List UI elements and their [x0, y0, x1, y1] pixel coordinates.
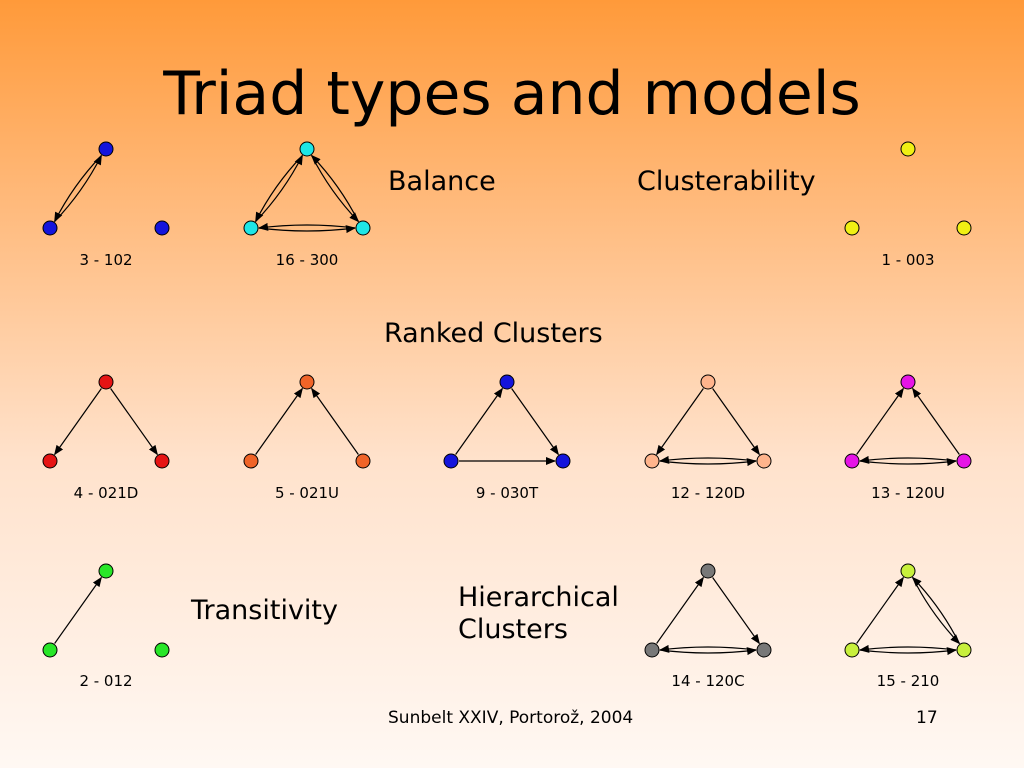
- triad-t210-node-0: [900, 563, 916, 579]
- triad-t300-arc-0-1: [255, 155, 303, 223]
- triad-t021U-node-0: [299, 374, 315, 390]
- hierarchical-clusters-line2: Clusters: [458, 614, 568, 646]
- triad-t012-node-1: [42, 642, 58, 658]
- triad-t021D-node-0: [98, 374, 114, 390]
- triad-t300-arc-1-0: [255, 154, 303, 222]
- triad-t021D-node-2: [154, 453, 170, 469]
- transitivity-label: Transitivity: [191, 595, 338, 626]
- triad-label-021U: 5 - 021U: [274, 484, 340, 502]
- triad-t210-arc-2-0: [911, 576, 960, 644]
- triad-t210-node-1: [844, 642, 860, 658]
- triad-t012-arc-1-0: [54, 576, 102, 644]
- triad-t300: [243, 141, 371, 236]
- triad-t120C-node-1: [644, 642, 660, 658]
- hierarchical-clusters-label: Hierarchical Clusters: [458, 582, 619, 647]
- triad-t120C-node-2: [756, 642, 772, 658]
- triad-t210-arc-2-1: [859, 644, 957, 653]
- triad-t210-node-2: [956, 642, 972, 658]
- triad-t030T-arc-0-2: [511, 388, 559, 456]
- triad-t021U-arc-2-0: [311, 387, 359, 455]
- triad-t300-node-0: [299, 141, 315, 157]
- triad-t120D-node-1: [644, 453, 660, 469]
- triad-t003-node-1: [844, 220, 860, 236]
- triad-label-300: 16 - 300: [275, 251, 339, 269]
- triad-t021D-arc-0-2: [110, 388, 158, 456]
- triad-label-030T: 9 - 030T: [475, 484, 539, 502]
- triad-t030T: [443, 374, 571, 469]
- triad-label-003: 1 - 003: [881, 251, 935, 269]
- footer-text: Sunbelt XXIV, Portorož, 2004: [388, 708, 634, 728]
- triad-t102-arc-0-1: [54, 155, 102, 223]
- triad-t120D-arc-1-2: [659, 458, 757, 467]
- triad-t210-arc-1-2: [859, 647, 957, 656]
- triad-t102-node-1: [42, 220, 58, 236]
- triad-t012: [42, 563, 170, 658]
- triad-label-120C: 14 - 120C: [671, 672, 745, 690]
- triad-t030T-node-1: [443, 453, 459, 469]
- triad-t021U-arc-1-0: [255, 387, 303, 455]
- triad-label-120U: 13 - 120U: [871, 484, 945, 502]
- triad-t120U-node-1: [844, 453, 860, 469]
- triad-label-012: 2 - 012: [79, 672, 133, 690]
- triad-t120U-arc-1-0: [856, 387, 904, 455]
- triad-t300-arc-2-1: [258, 222, 356, 231]
- page-number: 17: [916, 708, 938, 728]
- triad-label-120D: 12 - 120D: [670, 484, 746, 502]
- triad-t102-node-0: [98, 141, 114, 157]
- triad-label-021D: 4 - 021D: [73, 484, 139, 502]
- ranked-clusters-label: Ranked Clusters: [384, 318, 603, 349]
- triad-t120U: [844, 374, 972, 469]
- triad-t003-node-0: [900, 141, 916, 157]
- triad-t120U-arc-1-2: [859, 458, 957, 467]
- triad-t210-arc-0-2: [912, 577, 961, 645]
- triad-label-102: 3 - 102: [79, 251, 133, 269]
- triad-t300-arc-1-2: [258, 225, 356, 234]
- triad-t003: [844, 141, 972, 236]
- triad-label-210: 15 - 210: [876, 672, 940, 690]
- triad-t120C: [644, 563, 772, 658]
- triad-t120U-arc-2-1: [859, 455, 957, 464]
- triad-t300-node-1: [243, 220, 259, 236]
- triad-t120D-node-0: [700, 374, 716, 390]
- triad-t120U-node-0: [900, 374, 916, 390]
- triad-t120C-arc-1-0: [656, 576, 704, 644]
- triad-t021D: [42, 374, 170, 469]
- triad-t120D-arc-0-1: [656, 388, 704, 456]
- triad-t012-node-0: [98, 563, 114, 579]
- triad-t102: [42, 141, 170, 236]
- triad-t120U-arc-2-0: [912, 387, 960, 455]
- slide-title: Triad types and models: [163, 59, 861, 129]
- triad-t012-node-2: [154, 642, 170, 658]
- triad-t030T-arc-1-0: [455, 387, 503, 455]
- triad-t120D-node-2: [756, 453, 772, 469]
- triad-t102-arc-1-0: [54, 154, 102, 222]
- triad-t120D-arc-0-2: [712, 388, 760, 456]
- triad-t021U-node-2: [355, 453, 371, 469]
- triad-t030T-node-0: [499, 374, 515, 390]
- hierarchical-clusters-line1: Hierarchical: [458, 582, 619, 613]
- triad-t021U-node-1: [243, 453, 259, 469]
- triad-t021U: [243, 374, 371, 469]
- triad-t021D-arc-0-1: [54, 388, 102, 456]
- clusterability-label: Clusterability: [637, 166, 816, 197]
- triad-t300-node-2: [355, 220, 371, 236]
- triad-t120C-node-0: [700, 563, 716, 579]
- triad-t300-arc-0-2: [311, 155, 360, 223]
- triad-t120C-arc-1-2: [659, 647, 757, 656]
- triad-t102-node-2: [154, 220, 170, 236]
- triad-t300-arc-2-0: [310, 154, 359, 222]
- triad-t003-node-2: [956, 220, 972, 236]
- triad-t120D: [644, 374, 772, 469]
- triad-t120D-arc-2-1: [659, 455, 757, 464]
- triad-t120C-arc-2-1: [659, 644, 757, 653]
- triad-t120U-node-2: [956, 453, 972, 469]
- triad-t021D-node-1: [42, 453, 58, 469]
- triad-t030T-node-2: [555, 453, 571, 469]
- triad-t210-arc-1-0: [856, 576, 904, 644]
- balance-label: Balance: [388, 166, 496, 197]
- triad-t120C-arc-0-2: [712, 577, 760, 645]
- triad-t210: [844, 563, 972, 658]
